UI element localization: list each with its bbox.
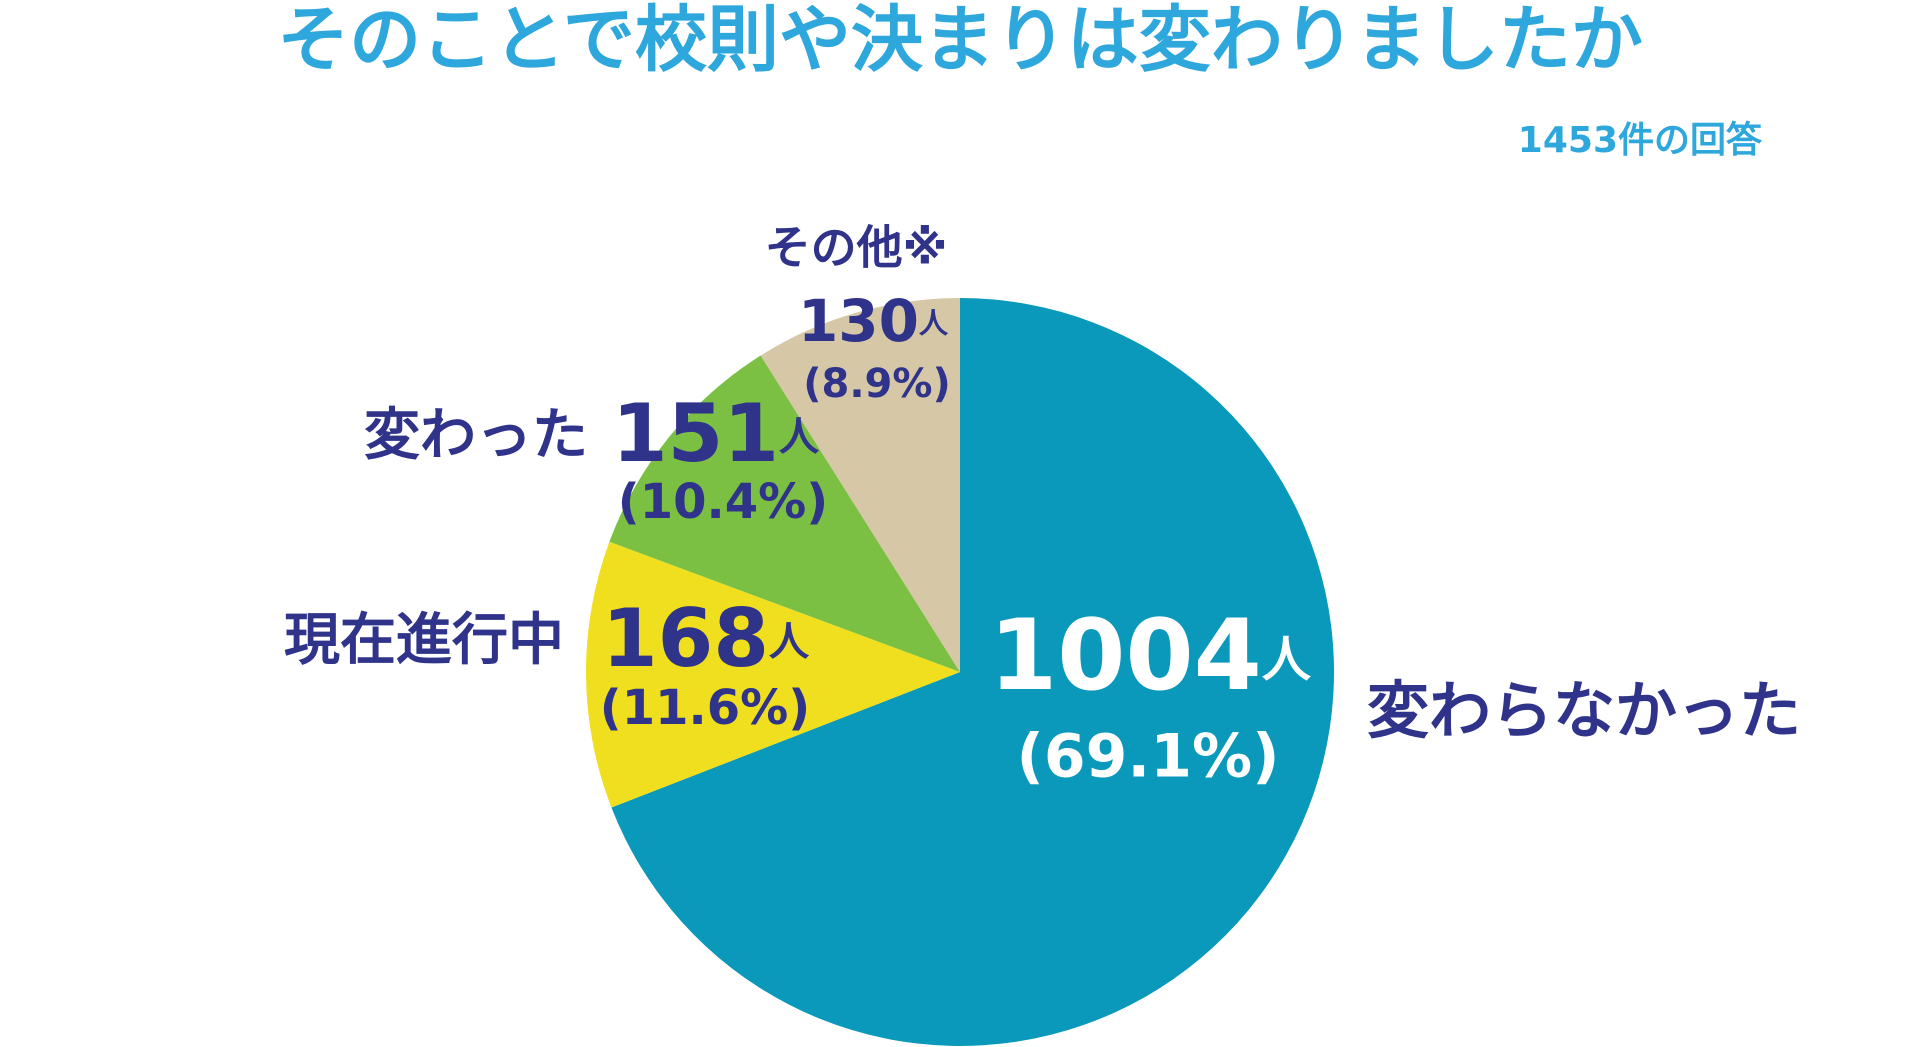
- category-label: 現在進行中: [284, 608, 564, 673]
- value-unit: 人: [918, 306, 949, 340]
- pie-slice: [586, 541, 960, 808]
- chart-subtitle: 1453件の回答: [1518, 119, 1763, 161]
- value-label: 1004人: [989, 599, 1312, 713]
- value-label: 168人: [602, 592, 810, 685]
- value-unit: 人: [769, 619, 810, 665]
- value-number: 1004: [989, 599, 1262, 713]
- chart-title: そのことで校則や決まりは変わりましたか: [277, 0, 1643, 82]
- percent-label: (69.1%): [1017, 722, 1280, 792]
- pie-slice: [760, 298, 960, 672]
- value-label: 130人: [798, 287, 949, 355]
- percent-label: (8.9%): [803, 361, 951, 407]
- value-number: 151: [612, 387, 779, 480]
- pie: [586, 298, 1335, 1046]
- value-unit: 人: [779, 414, 820, 460]
- percent-label: (10.4%): [618, 474, 828, 530]
- category-label: 変わった: [364, 403, 588, 468]
- percent-label: (11.6%): [600, 680, 810, 736]
- value-label: 151人: [612, 387, 820, 480]
- category-label: その他※: [765, 221, 948, 275]
- category-label: 変わらなかった: [1367, 674, 1801, 747]
- pie-slice: [609, 355, 960, 672]
- value-number: 168: [602, 592, 769, 685]
- value-unit: 人: [1262, 631, 1312, 688]
- pie-slice: [611, 298, 1335, 1046]
- value-number: 130: [798, 287, 919, 355]
